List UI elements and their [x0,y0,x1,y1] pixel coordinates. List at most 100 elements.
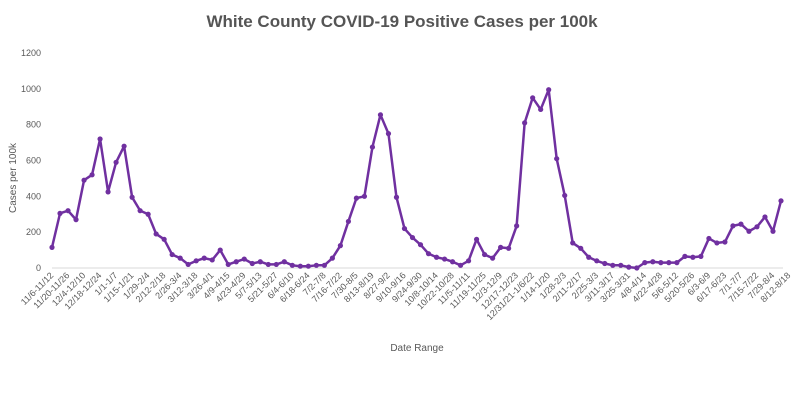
data-point [257,259,263,265]
data-point [417,242,424,248]
data-point [297,263,303,269]
data-point [89,172,95,178]
x-axis: 11/6-11/1211/20-11/2612/4-12/1012/18-12/… [19,270,793,322]
data-point [129,194,135,200]
chart-title: White County COVID-19 Positive Cases per… [206,12,598,31]
y-tick-label: 400 [26,191,41,201]
data-point [506,245,512,251]
data-point [554,156,560,162]
data-point [377,112,384,118]
data-point [161,236,167,242]
data-point [618,262,624,268]
data-point [393,194,400,200]
data-point [530,95,536,101]
data-point [225,261,231,268]
data-point [594,258,600,264]
data-point [498,244,504,250]
data-point [449,259,456,265]
data-point [690,254,696,260]
data-point [698,253,704,259]
data-point [610,262,616,268]
data-point [313,262,319,268]
data-point [305,263,311,269]
data-point [281,259,287,265]
data-point [49,244,55,250]
data-point [738,221,744,227]
data-point [706,235,712,242]
data-point [321,262,327,268]
data-point [570,240,576,246]
data-point [441,256,448,262]
data-point [538,106,544,113]
data-point [265,261,271,268]
data-point [578,245,584,251]
data-point [425,251,432,257]
data-point [457,262,464,268]
data-point [754,224,760,230]
data-point [145,211,151,217]
data-point [522,120,528,126]
data-point [241,256,247,262]
data-point [602,260,608,267]
data-point [329,255,335,261]
data-point [730,223,736,229]
data-point [73,217,79,223]
data-point [465,258,472,264]
data-point [666,260,672,266]
data-point [209,257,215,263]
series-line [50,88,783,270]
data-point [97,136,103,142]
data-point [185,261,191,268]
data-point [121,143,127,149]
data-point [81,177,87,183]
data-point [217,247,223,253]
data-point [401,225,408,232]
data-point [433,254,440,260]
data-point [361,193,368,199]
data-point [714,240,720,246]
data-point [353,195,360,201]
data-point [369,144,376,150]
y-axis-label: Cases per 100k [8,142,19,213]
data-point [249,260,255,267]
data-point [385,131,392,137]
data-point [562,192,568,199]
data-point [273,261,279,268]
data-point [490,255,496,261]
data-point [634,265,640,271]
data-point [514,223,520,229]
data-point [762,214,768,220]
data-point [153,231,159,237]
data-points [49,87,784,271]
y-axis: 0 200 400 600 800 1000 1200 [21,48,41,273]
y-tick-label: 600 [26,156,41,166]
data-point [201,255,207,261]
data-point [113,159,119,165]
data-point [642,260,648,266]
data-point [65,208,71,214]
data-point [722,239,728,245]
y-tick-label: 1200 [21,48,41,58]
data-point [57,210,63,216]
data-point [746,228,752,234]
data-point [337,243,343,249]
data-point [586,254,592,260]
data-point [626,264,632,270]
data-point [137,208,143,214]
y-tick-label: 1000 [21,84,41,94]
data-point [169,251,175,258]
x-axis-label: Date Range [390,343,444,354]
data-point [289,262,295,268]
data-point [778,198,784,204]
data-point [770,228,776,234]
data-point [658,260,664,266]
data-point [409,234,416,241]
data-point [546,87,552,93]
data-point [674,260,680,266]
data-point [177,255,183,261]
y-tick-label: 0 [36,263,41,273]
data-point [682,253,688,259]
data-point [345,218,352,225]
data-point [650,259,656,265]
